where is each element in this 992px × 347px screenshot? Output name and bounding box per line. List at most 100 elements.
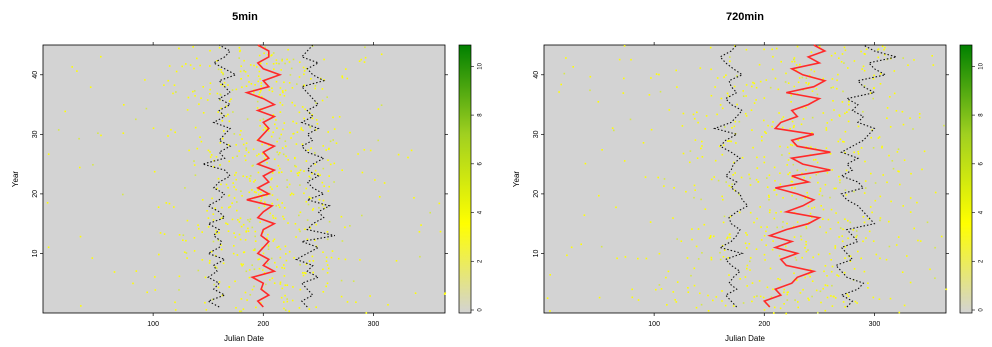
- event-point: [826, 172, 829, 174]
- event-point: [305, 263, 308, 266]
- event-point: [717, 179, 720, 182]
- event-point: [681, 125, 684, 127]
- event-point: [800, 138, 803, 140]
- event-point: [185, 239, 187, 242]
- event-point: [913, 59, 915, 61]
- event-point: [906, 255, 908, 257]
- event-point: [225, 105, 228, 108]
- event-point: [773, 166, 776, 169]
- event-point: [864, 187, 867, 189]
- event-point: [199, 64, 201, 67]
- event-point: [793, 272, 795, 275]
- event-point: [193, 237, 196, 239]
- event-point: [755, 178, 758, 181]
- event-point: [710, 256, 713, 259]
- event-point: [288, 183, 291, 186]
- event-point: [241, 264, 243, 267]
- event-point: [321, 88, 324, 90]
- event-point: [289, 74, 292, 76]
- event-point: [223, 85, 225, 87]
- event-point: [209, 49, 211, 52]
- event-point: [862, 110, 864, 113]
- event-point: [298, 171, 300, 174]
- event-point: [358, 60, 361, 62]
- event-point: [676, 281, 679, 283]
- event-point: [615, 206, 617, 209]
- event-point: [333, 181, 335, 183]
- event-point: [233, 245, 235, 247]
- event-point: [299, 169, 302, 171]
- event-point: [781, 126, 784, 129]
- median-line: [762, 44, 831, 308]
- event-point: [837, 275, 840, 277]
- event-point: [299, 184, 301, 186]
- event-point: [748, 243, 751, 245]
- event-point: [844, 306, 846, 308]
- event-point: [658, 73, 660, 76]
- x-tick-label: 100: [648, 321, 660, 328]
- event-point: [797, 301, 799, 303]
- event-point: [302, 274, 305, 277]
- event-point: [789, 143, 792, 146]
- event-point: [202, 112, 205, 114]
- event-point: [284, 245, 287, 248]
- event-point: [341, 240, 344, 242]
- event-point: [79, 235, 82, 238]
- event-point: [269, 186, 272, 188]
- event-point: [872, 240, 875, 242]
- event-point: [901, 271, 904, 273]
- event-point: [804, 197, 806, 199]
- event-point: [738, 211, 741, 214]
- event-point: [315, 129, 317, 131]
- event-point: [848, 103, 850, 106]
- event-point: [890, 200, 892, 203]
- x-tick-label: 300: [368, 321, 380, 328]
- event-point: [199, 136, 201, 138]
- event-point: [769, 86, 772, 89]
- event-point: [100, 134, 102, 137]
- event-point: [292, 120, 294, 123]
- event-point: [897, 148, 900, 150]
- event-point: [902, 123, 905, 126]
- event-point: [874, 199, 877, 202]
- event-point: [759, 295, 762, 298]
- event-point: [316, 123, 319, 125]
- event-point: [194, 95, 196, 97]
- event-point: [315, 306, 317, 308]
- event-point: [200, 140, 203, 143]
- event-point: [349, 225, 351, 227]
- event-point: [235, 144, 237, 146]
- event-point: [279, 93, 281, 96]
- event-point: [869, 92, 872, 94]
- event-point: [783, 291, 785, 294]
- event-point: [292, 133, 294, 135]
- event-point: [800, 235, 802, 238]
- event-point: [878, 298, 881, 300]
- event-point: [295, 236, 297, 238]
- event-point: [310, 78, 312, 80]
- event-point: [270, 54, 272, 57]
- event-point: [722, 256, 725, 258]
- event-point: [245, 142, 248, 144]
- event-point: [811, 132, 813, 134]
- event-point: [318, 207, 320, 209]
- event-point: [283, 267, 286, 270]
- event-point: [867, 287, 869, 289]
- event-point: [194, 174, 197, 176]
- event-point: [807, 195, 809, 197]
- event-point: [806, 191, 808, 194]
- event-point: [79, 166, 81, 169]
- event-point: [276, 140, 278, 143]
- event-point: [281, 90, 284, 92]
- event-point: [154, 289, 157, 291]
- event-point: [839, 227, 842, 229]
- event-point: [321, 181, 324, 184]
- event-point: [841, 101, 844, 103]
- event-point: [263, 272, 266, 274]
- event-point: [247, 75, 249, 77]
- event-point: [200, 97, 202, 99]
- event-point: [763, 234, 766, 237]
- event-point: [122, 193, 124, 196]
- event-point: [945, 288, 948, 291]
- event-point: [734, 45, 736, 47]
